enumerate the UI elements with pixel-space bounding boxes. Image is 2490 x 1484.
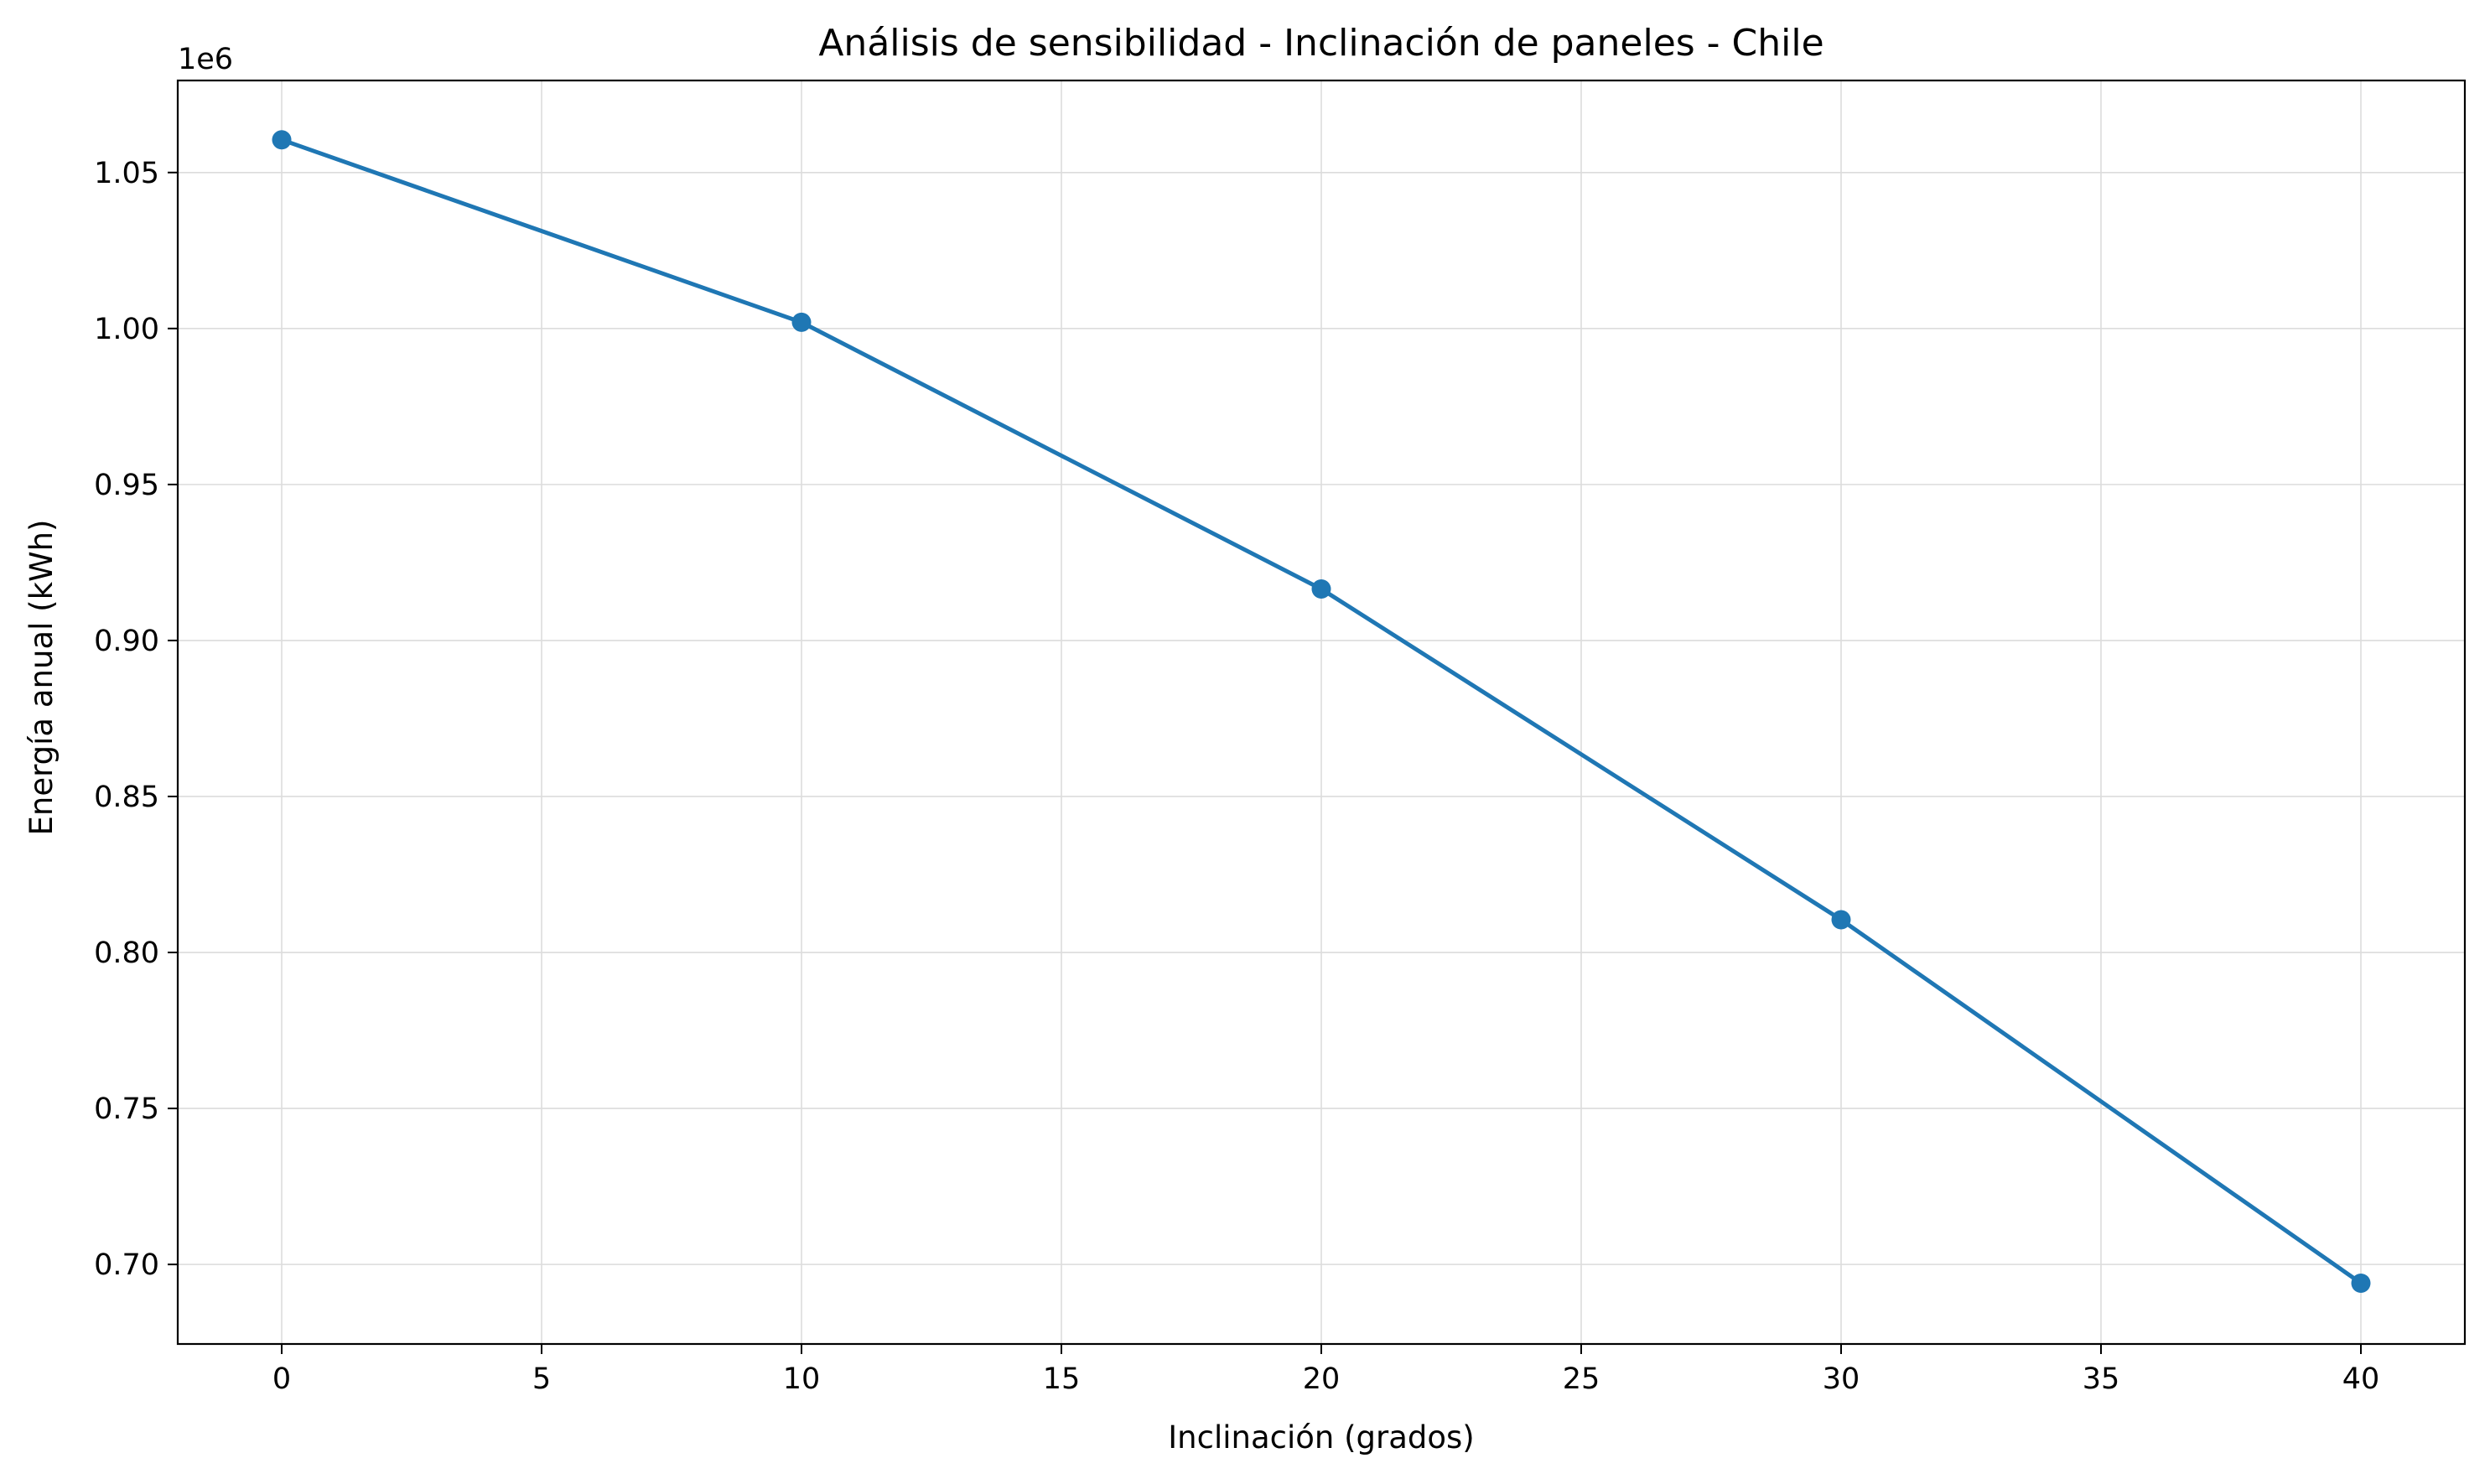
data-point-marker bbox=[2351, 1273, 2371, 1293]
y-axis-offset-label: 1e6 bbox=[178, 43, 233, 76]
x-tick-label: 35 bbox=[2083, 1362, 2120, 1396]
x-tick-label: 20 bbox=[1303, 1362, 1341, 1396]
x-tick-label: 10 bbox=[783, 1362, 821, 1396]
y-axis-ticks: 0.70 0.75 0.80 0.85 0.90 0.95 1.00 1.05 bbox=[94, 157, 178, 1282]
series-layer bbox=[272, 130, 2371, 1293]
y-tick-label: 0.90 bbox=[94, 625, 159, 658]
y-tick-label: 0.80 bbox=[94, 937, 159, 970]
x-tick-label: 40 bbox=[2342, 1362, 2380, 1396]
y-tick-label: 0.95 bbox=[94, 469, 159, 502]
y-tick-label: 0.75 bbox=[94, 1092, 159, 1126]
data-point-marker bbox=[1831, 910, 1851, 930]
chart-title: Análisis de sensibilidad - Inclinación d… bbox=[818, 22, 1823, 65]
x-axis-label: Inclinación (grados) bbox=[1168, 1419, 1475, 1455]
x-tick-label: 30 bbox=[1823, 1362, 1860, 1396]
grid-lines bbox=[178, 80, 2465, 1344]
x-tick-label: 5 bbox=[532, 1362, 551, 1396]
y-axis-label: Energía anual (kWh) bbox=[23, 520, 60, 836]
y-tick-label: 0.70 bbox=[94, 1248, 159, 1282]
data-point-marker bbox=[272, 130, 292, 150]
x-axis-ticks: 0 5 10 15 20 25 30 35 40 bbox=[272, 1344, 2379, 1396]
y-tick-label: 1.05 bbox=[94, 157, 159, 190]
data-point-marker bbox=[791, 312, 812, 332]
y-tick-label: 0.85 bbox=[94, 781, 159, 814]
x-tick-label: 0 bbox=[272, 1362, 291, 1396]
x-tick-label: 25 bbox=[1563, 1362, 1600, 1396]
data-point-marker bbox=[1311, 579, 1331, 599]
x-tick-label: 15 bbox=[1043, 1362, 1081, 1396]
y-tick-label: 1.00 bbox=[94, 313, 159, 346]
